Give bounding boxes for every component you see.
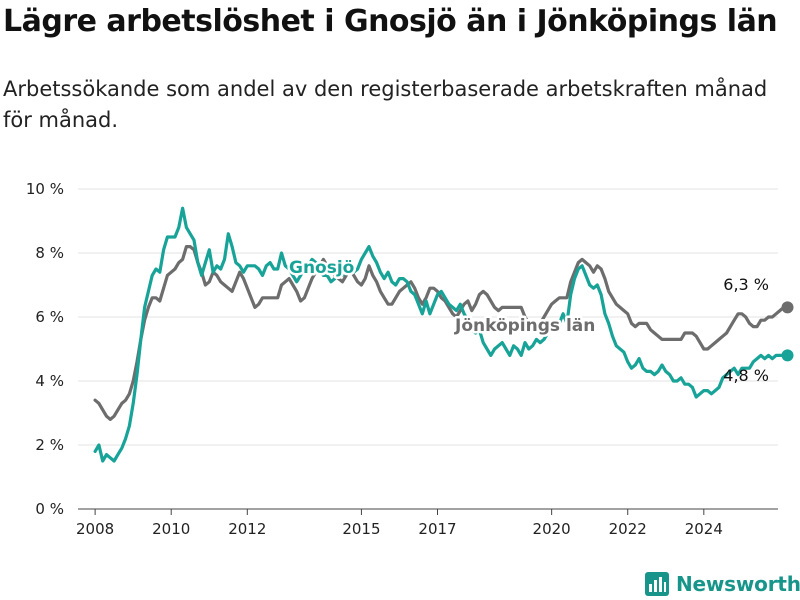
end-point-jonkoping [781,301,794,314]
series-label-gnosjo: Gnosjö [289,258,354,278]
y-tick-label: 10 % [26,180,64,198]
series-labels: Gnosjö Jönköpings län 6,3 % 4,8 % [287,256,770,386]
y-tick-label: 8 % [35,244,64,262]
end-label-gnosjo: 4,8 % [723,366,769,385]
end-label-jonkoping: 6,3 % [723,275,769,294]
x-tick-label: 2008 [76,520,114,538]
y-tick-label: 4 % [35,372,64,390]
x-tick-label: 2022 [609,520,647,538]
brand-name: Newsworthy [676,572,800,596]
x-tick-label: 2024 [685,520,723,538]
newsworthy-logo-icon [645,572,669,596]
series-line-jonkoping [93,245,790,421]
y-tick-label: 2 % [35,436,64,454]
newsworthy-brand[interactable]: Newsworthy [645,570,800,598]
chart-subtitle: Arbetssökande som andel av den registerb… [3,77,768,132]
x-tick-label: 2015 [342,520,380,538]
y-tick-label: 0 % [35,500,64,518]
gridlines [78,188,778,510]
x-tick-label: 2010 [152,520,190,538]
end-point-gnosjo [781,349,794,362]
axes: 0 % 2 % 4 % 6 % 8 % 10 % 2008 2010 2012 2015 2017 2… [26,180,723,538]
y-tick-label: 6 % [35,308,64,326]
series-line-gnosjo [93,206,790,463]
x-tick-label: 2017 [418,520,456,538]
series-lines [93,206,794,463]
x-tick-label: 2012 [228,520,266,538]
chart-title: Lägre arbetslöshet i Gnosjö än i Jönköpi… [3,4,778,39]
series-label-jonkoping: Jönköpings län [454,316,595,336]
x-tick-label: 2020 [533,520,571,538]
